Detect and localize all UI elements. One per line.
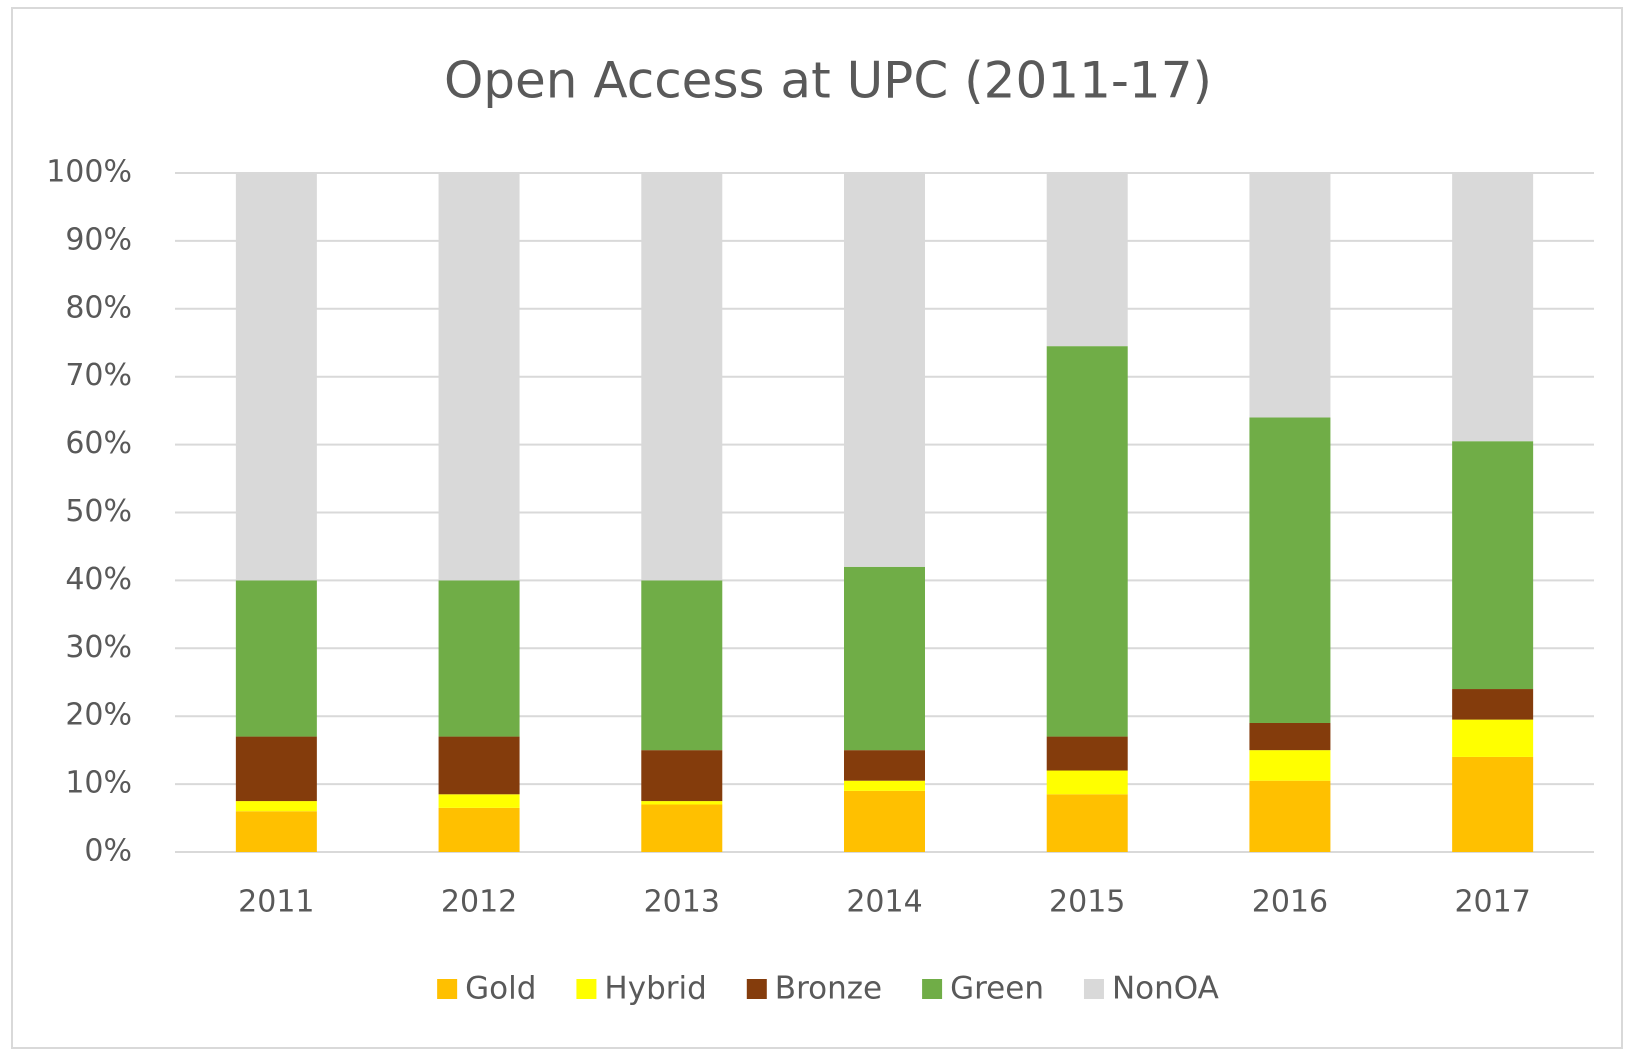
bar-segment <box>1452 719 1534 757</box>
x-tick-label: 2012 <box>441 885 517 920</box>
bar-segment <box>438 580 520 737</box>
bar-segment <box>438 807 520 852</box>
legend-swatch <box>576 979 597 999</box>
bar-segment <box>641 173 723 581</box>
bar-segment <box>235 736 317 802</box>
bar-segment <box>844 173 925 567</box>
bar-segment <box>641 801 723 805</box>
bar-segment <box>1046 770 1128 795</box>
bar-segment <box>844 790 925 852</box>
bar-segment <box>844 566 925 751</box>
x-tick-label: 2014 <box>846 885 922 920</box>
bar-segment <box>641 750 723 802</box>
x-tick-label: 2015 <box>1049 885 1125 920</box>
y-tick-label: 50% <box>65 494 132 529</box>
bar-segment <box>1249 750 1331 781</box>
legend-swatch <box>1083 979 1104 999</box>
y-tick-label: 60% <box>65 426 132 461</box>
legend-swatch <box>922 979 943 999</box>
chart-title: Open Access at UPC (2011-17) <box>444 52 1212 110</box>
legend-label: Bronze <box>775 971 882 1007</box>
x-tick-label: 2017 <box>1454 885 1530 920</box>
y-tick-label: 80% <box>65 290 132 325</box>
y-tick-label: 20% <box>65 698 132 733</box>
y-tick-label: 10% <box>65 766 132 801</box>
y-tick-label: 30% <box>65 630 132 665</box>
bar-segment <box>235 580 317 737</box>
legend-label: Gold <box>465 971 536 1007</box>
y-tick-label: 70% <box>65 358 132 393</box>
bar-segment <box>1452 756 1534 852</box>
bar-segment <box>1452 441 1534 690</box>
bar-segment <box>438 173 520 581</box>
bar-segment <box>1046 173 1128 347</box>
legend-label: NonOA <box>1112 971 1219 1007</box>
x-tick-label: 2011 <box>238 885 314 920</box>
bar-segment <box>438 736 520 795</box>
x-tick-label: 2013 <box>644 885 720 920</box>
bar-segment <box>235 801 317 812</box>
bar-segment <box>1452 689 1534 720</box>
bar-segment <box>1046 346 1128 737</box>
y-tick-label: 0% <box>84 834 132 869</box>
bar-segment <box>235 173 317 581</box>
bar-segment <box>641 804 723 852</box>
bar-segment <box>1452 173 1534 442</box>
bar-segment <box>1046 736 1128 771</box>
x-tick-label: 2016 <box>1252 885 1328 920</box>
legend-label: Hybrid <box>604 971 706 1007</box>
bar-segment <box>235 811 317 852</box>
y-tick-label: 90% <box>65 222 132 257</box>
bar-segment <box>1046 794 1128 852</box>
bar-segment <box>1249 417 1331 723</box>
y-tick-label: 40% <box>65 562 132 597</box>
y-tick-label: 100% <box>46 155 132 190</box>
bar-segment <box>1249 780 1331 852</box>
bar-segment <box>1249 173 1331 418</box>
legend-swatch <box>746 979 767 999</box>
bar-segment <box>844 780 925 791</box>
bar-segment <box>641 580 723 751</box>
legend-label: Green <box>950 971 1044 1007</box>
bar-segment <box>844 750 925 781</box>
bar-segment <box>438 794 520 808</box>
legend-swatch <box>437 979 458 999</box>
bar-segment <box>1249 722 1331 751</box>
